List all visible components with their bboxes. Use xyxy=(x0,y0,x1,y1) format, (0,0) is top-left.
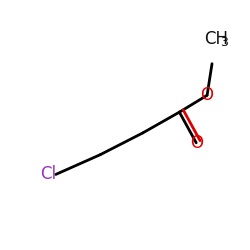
Text: CH: CH xyxy=(204,30,228,48)
Text: O: O xyxy=(190,134,203,152)
Text: Cl: Cl xyxy=(40,166,56,184)
Text: 3: 3 xyxy=(220,36,228,50)
Text: O: O xyxy=(200,86,213,104)
